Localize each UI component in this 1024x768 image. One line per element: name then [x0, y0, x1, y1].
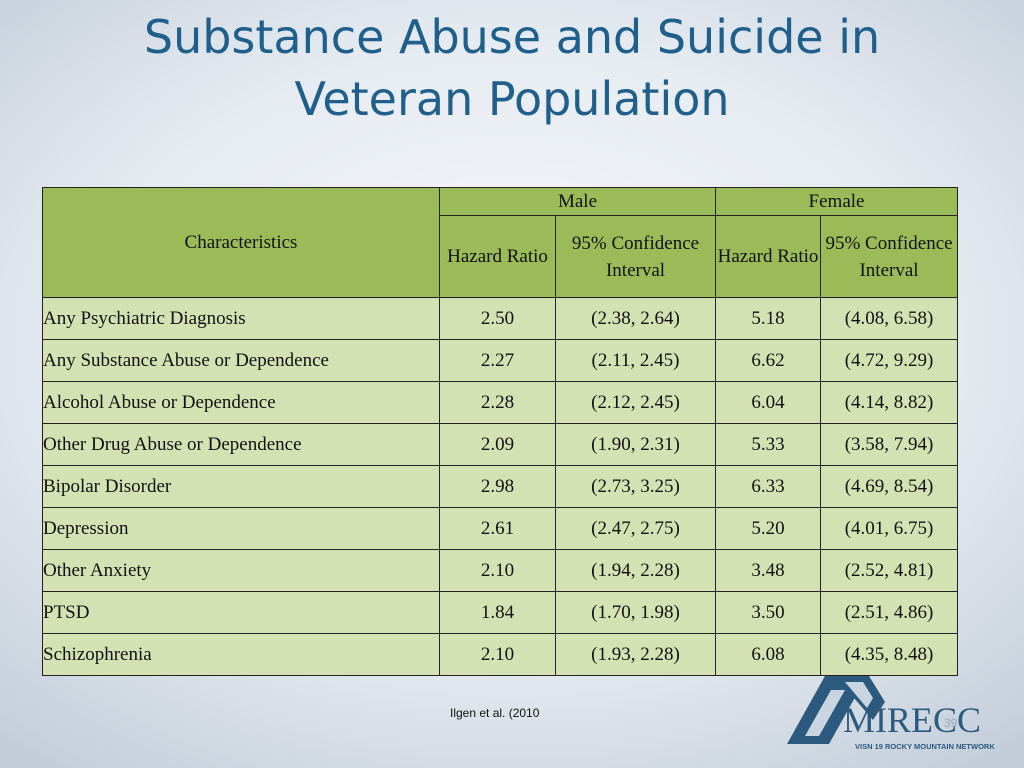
mirecc-logo: MIRECC VISN 19 ROCKY MOUNTAIN NETWORK — [787, 676, 995, 751]
male-confidence-interval: (2.73, 3.25) — [554, 465, 717, 508]
male-confidence-interval: (2.12, 2.45) — [554, 381, 717, 424]
female-confidence-interval: (2.52, 4.81) — [820, 549, 959, 592]
female-confidence-interval: (4.01, 6.75) — [820, 507, 959, 550]
header-male-confidence-interval: 95% Confidence Interval — [554, 215, 717, 298]
header-female-hazard-ratio: Hazard Ratio — [715, 215, 822, 298]
title-line-2: Veteran Population — [294, 72, 730, 126]
logo-tagline: VISN 19 ROCKY MOUNTAIN NETWORK — [855, 742, 995, 751]
male-confidence-interval: (2.38, 2.64) — [554, 297, 717, 340]
male-hazard-ratio: 2.50 — [439, 297, 556, 340]
row-label: Alcohol Abuse or Dependence — [42, 381, 440, 424]
row-label: Other Drug Abuse or Dependence — [42, 423, 440, 466]
male-hazard-ratio: 2.61 — [439, 507, 556, 550]
table-row: PTSD 1.84 (1.70, 1.98) 3.50 (2.51, 4.86) — [42, 591, 959, 634]
header-characteristics: Characteristics — [42, 187, 440, 298]
mountain-m-logo-icon — [787, 676, 885, 744]
female-confidence-interval: (4.14, 8.82) — [820, 381, 959, 424]
male-confidence-interval: (1.70, 1.98) — [554, 591, 717, 634]
male-confidence-interval: (1.90, 2.31) — [554, 423, 717, 466]
male-confidence-interval: (2.11, 2.45) — [554, 339, 717, 382]
source-citation: Ilgen et al. (2010 — [450, 706, 540, 720]
female-hazard-ratio: 3.50 — [715, 591, 822, 634]
male-hazard-ratio: 2.10 — [439, 633, 556, 676]
slide-title: Substance Abuse and Suicide in Veteran P… — [0, 6, 1024, 130]
male-hazard-ratio: 2.09 — [439, 423, 556, 466]
female-confidence-interval: (3.58, 7.94) — [820, 423, 959, 466]
table-row: Alcohol Abuse or Dependence 2.28 (2.12, 2.… — [42, 381, 959, 424]
page-number: 39 — [944, 716, 958, 730]
table-body: Any Psychiatric Diagnosis 2.50 (2.38, 2.64… — [42, 297, 959, 676]
male-confidence-interval: (1.94, 2.28) — [554, 549, 717, 592]
row-label: Depression — [42, 507, 440, 550]
header-female-confidence-interval: 95% Confidence Interval — [820, 215, 959, 298]
female-hazard-ratio: 6.08 — [715, 633, 822, 676]
female-hazard-ratio: 6.04 — [715, 381, 822, 424]
female-confidence-interval: (4.69, 8.54) — [820, 465, 959, 508]
table-row: Depression 2.61 (2.47, 2.75) 5.20 (4.01, 6.7… — [42, 507, 959, 550]
title-line-1: Substance Abuse and Suicide in — [143, 10, 881, 64]
logo-name: MIRECC — [843, 700, 981, 740]
header-male-hazard-ratio: Hazard Ratio — [439, 215, 556, 298]
female-hazard-ratio: 5.33 — [715, 423, 822, 466]
female-confidence-interval: (2.51, 4.86) — [820, 591, 959, 634]
row-label: Any Substance Abuse or Dependence — [42, 339, 440, 382]
female-hazard-ratio: 6.62 — [715, 339, 822, 382]
female-confidence-interval: (4.72, 9.29) — [820, 339, 959, 382]
table-row: Any Psychiatric Diagnosis 2.50 (2.38, 2.64… — [42, 297, 959, 340]
female-hazard-ratio: 5.18 — [715, 297, 822, 340]
male-confidence-interval: (1.93, 2.28) — [554, 633, 717, 676]
male-hazard-ratio: 2.28 — [439, 381, 556, 424]
female-hazard-ratio: 3.48 — [715, 549, 822, 592]
table-row: Other Drug Abuse or Dependence 2.09 (1.90,… — [42, 423, 959, 466]
header-female: Female — [715, 187, 959, 216]
male-hazard-ratio: 2.10 — [439, 549, 556, 592]
female-confidence-interval: (4.35, 8.48) — [820, 633, 959, 676]
table-row: Schizophrenia 2.10 (1.93, 2.28) 6.08 (4.35, … — [42, 633, 959, 676]
header-male: Male — [438, 187, 717, 216]
male-hazard-ratio: 1.84 — [439, 591, 556, 634]
female-hazard-ratio: 5.20 — [715, 507, 822, 550]
male-confidence-interval: (2.47, 2.75) — [554, 507, 717, 550]
female-hazard-ratio: 6.33 — [715, 465, 822, 508]
table-row: Bipolar Disorder 2.98 (2.73, 3.25) 6.33 (4.6… — [42, 465, 959, 508]
hazard-ratio-table: Characteristics Male Female Hazard Ratio… — [42, 187, 959, 676]
male-hazard-ratio: 2.98 — [439, 465, 556, 508]
male-hazard-ratio: 2.27 — [439, 339, 556, 382]
row-label: Any Psychiatric Diagnosis — [42, 297, 440, 340]
female-confidence-interval: (4.08, 6.58) — [820, 297, 959, 340]
row-label: Other Anxiety — [42, 549, 440, 592]
row-label: Schizophrenia — [42, 633, 440, 676]
row-label: PTSD — [42, 591, 440, 634]
row-label: Bipolar Disorder — [42, 465, 440, 508]
table-row: Any Substance Abuse or Dependence 2.27 (2.… — [42, 339, 959, 382]
table-row: Other Anxiety 2.10 (1.94, 2.28) 3.48 (2.52, … — [42, 549, 959, 592]
